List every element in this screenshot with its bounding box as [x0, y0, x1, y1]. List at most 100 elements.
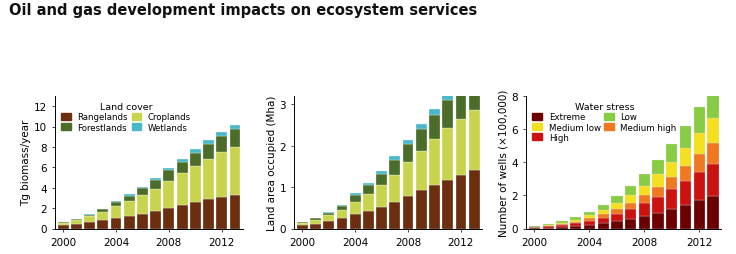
Bar [137, 187, 148, 188]
Bar [584, 212, 595, 216]
Bar [625, 196, 636, 203]
Bar [429, 115, 440, 140]
Bar [707, 196, 718, 229]
Bar [612, 209, 623, 214]
Bar [653, 160, 664, 175]
Bar [707, 119, 718, 144]
Bar [429, 140, 440, 185]
Bar [570, 224, 581, 226]
Bar [653, 197, 664, 213]
Bar [110, 202, 121, 206]
Bar [456, 176, 467, 229]
Bar [612, 197, 623, 203]
Bar [693, 172, 705, 200]
Y-axis label: Land area occupied (Mha): Land area occupied (Mha) [266, 95, 277, 230]
Bar [529, 228, 540, 229]
Bar [363, 183, 374, 185]
Bar [84, 223, 95, 229]
Bar [403, 140, 414, 144]
Bar [177, 174, 188, 205]
Bar [323, 221, 334, 229]
Bar [653, 213, 664, 229]
Bar [336, 218, 347, 229]
Bar [653, 187, 664, 197]
Bar [693, 107, 705, 133]
Bar [363, 194, 374, 211]
Bar [556, 221, 567, 223]
Bar [350, 194, 361, 195]
Bar [456, 120, 467, 176]
Bar [323, 213, 334, 215]
Bar [429, 185, 440, 229]
Bar [556, 227, 567, 229]
Bar [376, 172, 387, 174]
Bar [203, 200, 214, 229]
Bar [680, 166, 691, 181]
Bar [110, 218, 121, 229]
Bar [297, 222, 308, 223]
Bar [310, 218, 321, 220]
Bar [137, 214, 148, 229]
Bar [216, 152, 227, 197]
Bar [612, 214, 623, 221]
Bar [707, 164, 718, 196]
Bar [707, 89, 718, 119]
Bar [570, 217, 581, 220]
Bar [310, 220, 321, 224]
Bar [456, 87, 467, 120]
Y-axis label: Tg biomass/year: Tg biomass/year [21, 120, 31, 205]
Bar [97, 209, 108, 212]
Text: Oil and gas development impacts on ecosystem services: Oil and gas development impacts on ecosy… [9, 3, 477, 18]
Bar [297, 225, 308, 229]
Bar [584, 221, 595, 225]
Bar [124, 216, 135, 229]
Bar [84, 215, 95, 216]
Bar [230, 130, 241, 147]
Y-axis label: Number of wells (×100,000): Number of wells (×100,000) [498, 89, 509, 236]
Bar [376, 174, 387, 186]
Bar [598, 214, 609, 218]
Bar [150, 189, 161, 211]
Bar [97, 212, 108, 220]
Bar [639, 186, 650, 195]
Bar [693, 200, 705, 229]
Bar [71, 220, 82, 224]
Bar [639, 203, 650, 216]
Bar [124, 196, 135, 201]
Bar [137, 188, 148, 195]
Bar [336, 205, 347, 206]
Bar [350, 195, 361, 202]
Bar [429, 110, 440, 115]
Bar [693, 154, 705, 172]
Bar [363, 185, 374, 194]
Bar [376, 186, 387, 207]
Bar [350, 214, 361, 229]
Bar [389, 175, 400, 202]
Bar [177, 162, 188, 174]
Legend: Rangelands, Forestlands, Croplands, Wetlands: Rangelands, Forestlands, Croplands, Wetl… [60, 101, 193, 134]
Bar [442, 180, 453, 229]
Bar [57, 226, 68, 229]
Bar [71, 219, 82, 220]
Bar [556, 223, 567, 224]
Bar [124, 195, 135, 196]
Bar [350, 202, 361, 214]
Bar [150, 211, 161, 229]
Bar [84, 214, 95, 215]
Bar [163, 208, 174, 229]
Bar [639, 174, 650, 186]
Bar [190, 150, 201, 153]
Bar [389, 157, 400, 160]
Bar [584, 225, 595, 229]
Bar [556, 225, 567, 227]
Bar [598, 218, 609, 223]
Bar [680, 148, 691, 166]
Bar [230, 195, 241, 229]
Bar [542, 227, 554, 228]
Bar [598, 210, 609, 214]
Bar [542, 225, 554, 226]
Bar [150, 179, 161, 181]
Bar [680, 181, 691, 205]
Bar [570, 226, 581, 229]
Bar [666, 162, 677, 177]
